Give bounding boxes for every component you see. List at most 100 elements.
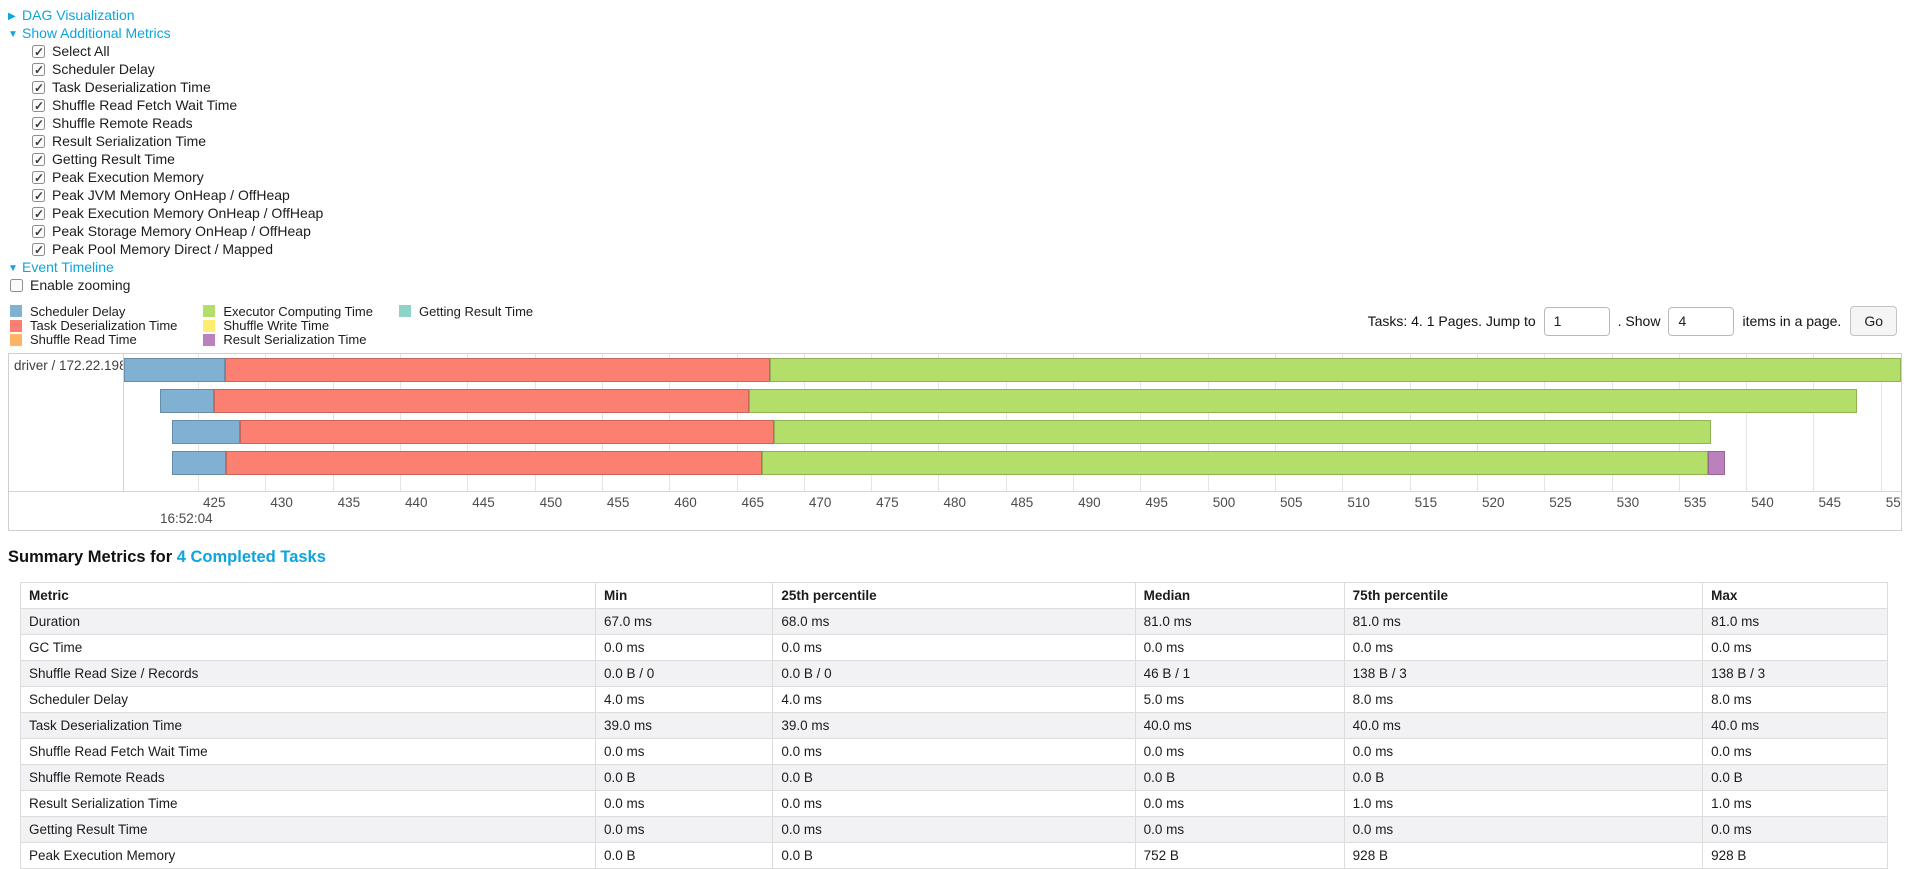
metric-checkbox[interactable]	[32, 79, 45, 97]
task-bar-segment-result-serialization[interactable]	[1708, 451, 1725, 476]
event-timeline-chart: driver / 172.22.198.104 4254304354404454…	[8, 353, 1902, 532]
metric-checkbox[interactable]	[32, 115, 45, 133]
jump-to-page-input[interactable]	[1543, 306, 1610, 336]
axis-tick-label: 540	[1751, 495, 1774, 511]
axis-tick-label: 435	[337, 495, 361, 511]
metric-value-cell: 1.0 ms	[1702, 790, 1888, 818]
go-button[interactable]: Go	[1850, 306, 1897, 336]
axis-tick-label: 430	[270, 495, 293, 511]
metric-checkbox-label: Getting Result Time	[52, 151, 175, 167]
metric-value-cell: 0.0 ms	[1702, 816, 1888, 844]
metric-value-cell: 0.0 ms	[1134, 816, 1345, 844]
legend-item: Shuffle Write Time	[203, 318, 373, 333]
legend-pagination-band: Scheduler Delay Task Deserialization Time…	[10, 304, 1897, 347]
summary-title-prefix: Summary Metrics for	[8, 548, 173, 567]
task-bar-segment-task-deserialization[interactable]	[226, 451, 763, 476]
metric-name-cell: Scheduler Delay	[19, 686, 597, 714]
metric-checkbox[interactable]	[32, 187, 45, 205]
axis-tick-label: 490	[1078, 495, 1101, 511]
axis-tick-label: 450	[539, 495, 563, 511]
axis-tick-label: 550	[1885, 495, 1901, 511]
completed-tasks-link[interactable]: 4 Completed Tasks	[176, 548, 326, 567]
task-bar-segment-task-deserialization[interactable]	[214, 389, 749, 414]
task-bar-segment-executor-computing[interactable]	[762, 451, 1709, 476]
dag-visualization-link[interactable]: DAG Visualization	[22, 7, 135, 23]
metric-checkbox[interactable]	[32, 205, 45, 223]
items-per-page-input[interactable]	[1668, 306, 1735, 336]
task-pagination: Tasks: 4. 1 Pages. Jump to . Show items …	[1368, 306, 1897, 336]
metric-name-cell: GC Time	[19, 634, 597, 662]
axis-tick-label: 445	[472, 495, 495, 511]
table-column-header: Median	[1134, 582, 1345, 610]
metric-checkbox-item: Getting Result Time	[32, 150, 1907, 169]
metric-checkbox-label: Result Serialization Time	[52, 133, 207, 149]
chevron-right-icon: ▶	[8, 11, 16, 22]
legend-swatch-icon	[10, 333, 22, 346]
metric-checkbox[interactable]	[32, 61, 45, 79]
task-bar-segment-executor-computing[interactable]	[748, 389, 1857, 414]
table-row: Shuffle Remote Reads 0.0 B 0.0 B 0.0 B 0.0 B…	[19, 764, 1888, 792]
metric-value-cell: 0.0 B / 0	[772, 660, 1136, 688]
task-bar-segment-scheduler-delay[interactable]	[172, 451, 227, 476]
metric-value-cell: 138 B / 3	[1343, 660, 1704, 688]
metric-value-cell: 0.0 B	[1134, 764, 1345, 792]
pagination-summary-text: Tasks: 4. 1 Pages. Jump to	[1367, 313, 1536, 329]
legend-column: Executor Computing Time Shuffle Write Tim…	[203, 304, 373, 347]
metric-value-cell: 0.0 ms	[772, 790, 1136, 818]
event-timeline-link[interactable]: Event Timeline	[22, 259, 114, 275]
table-column-header: 25th percentile	[772, 582, 1136, 610]
legend-item: Executor Computing Time	[203, 304, 373, 319]
table-row: GC Time 0.0 ms 0.0 ms 0.0 ms 0.0 ms 0.0 ms	[19, 634, 1888, 662]
metric-checkbox[interactable]	[32, 169, 45, 187]
additional-metrics-checkbox-list: Select All Scheduler Delay Task Deserializ…	[32, 42, 1907, 259]
dag-visualization-toggle[interactable]: ▶ DAG Visualization	[8, 6, 1907, 24]
event-timeline-toggle[interactable]: ▼ Event Timeline	[8, 258, 1907, 276]
metric-checkbox[interactable]	[32, 241, 45, 259]
metric-checkbox-label: Peak Storage Memory OnHeap / OffHeap	[52, 223, 311, 239]
legend-label: Task Deserialization Time	[30, 318, 178, 334]
metric-name-cell: Shuffle Read Size / Records	[19, 660, 597, 688]
axis-tick-label: 500	[1212, 495, 1236, 511]
legend-label: Shuffle Read Time	[30, 332, 137, 348]
metric-checkbox[interactable]	[32, 133, 45, 151]
show-additional-metrics-link[interactable]: Show Additional Metrics	[22, 25, 171, 41]
task-bar-segment-executor-computing[interactable]	[774, 420, 1712, 445]
gridline	[1880, 354, 1882, 492]
table-row: Duration 67.0 ms 68.0 ms 81.0 ms 81.0 ms 81.0…	[19, 608, 1888, 636]
metric-checkbox-label: Peak Execution Memory OnHeap / OffHeap	[52, 205, 324, 221]
legend-item: Getting Result Time	[398, 304, 533, 319]
metric-checkbox[interactable]	[32, 43, 45, 61]
metric-value-cell: 0.0 ms	[595, 816, 774, 844]
metric-value-cell: 40.0 ms	[1134, 712, 1345, 740]
metric-checkbox[interactable]	[32, 223, 45, 241]
metric-name-cell: Duration	[19, 608, 597, 636]
axis-tick-label: 545	[1818, 495, 1842, 511]
metric-checkbox[interactable]	[32, 151, 45, 169]
axis-tick-label: 495	[1145, 495, 1168, 511]
task-bar-segment-scheduler-delay[interactable]	[160, 389, 215, 414]
axis-tick-label: 470	[808, 495, 832, 511]
metric-value-cell: 39.0 ms	[595, 712, 774, 740]
task-bar-segment-scheduler-delay[interactable]	[124, 358, 225, 383]
axis-tick-label: 515	[1414, 495, 1438, 511]
legend-swatch-icon	[203, 333, 216, 346]
summary-metrics-title: Summary Metrics for 4 Completed Tasks	[8, 548, 1907, 567]
enable-zooming-checkbox[interactable]	[10, 279, 23, 292]
metric-value-cell: 0.0 ms	[772, 738, 1136, 766]
show-additional-metrics-toggle[interactable]: ▼ Show Additional Metrics	[8, 24, 1907, 42]
legend-column: Getting Result Time	[398, 304, 533, 347]
metric-value-cell: 0.0 B / 0	[595, 660, 774, 688]
legend-swatch-icon	[203, 319, 216, 332]
axis-tick-label: 505	[1280, 495, 1303, 511]
timeline-plot-area	[124, 354, 1901, 492]
task-bar-segment-scheduler-delay[interactable]	[172, 420, 240, 445]
task-bar-segment-executor-computing[interactable]	[770, 358, 1901, 383]
metric-value-cell: 0.0 ms	[1343, 816, 1704, 844]
metric-checkbox[interactable]	[32, 97, 45, 115]
legend-swatch-icon	[10, 305, 22, 318]
metric-value-cell: 0.0 B	[772, 764, 1136, 792]
task-bar-segment-task-deserialization[interactable]	[224, 358, 771, 383]
metric-value-cell: 0.0 ms	[772, 816, 1136, 844]
task-bar-segment-task-deserialization[interactable]	[239, 420, 775, 445]
legend-item: Result Serialization Time	[203, 332, 373, 347]
